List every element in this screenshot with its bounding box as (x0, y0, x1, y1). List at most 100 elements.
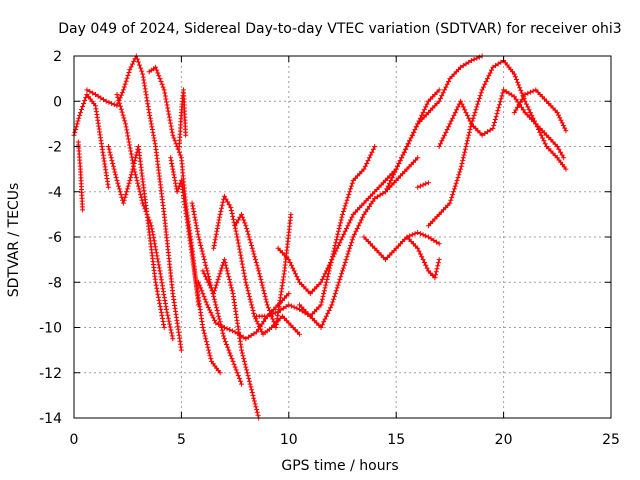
axis-ticks (73, 55, 612, 419)
data-point (454, 107, 460, 113)
data-point (235, 373, 241, 379)
data-point (233, 228, 239, 234)
data-point (264, 313, 270, 319)
data-point (411, 129, 417, 135)
data-point (204, 265, 209, 271)
data-point (216, 274, 222, 280)
data-point (243, 223, 249, 229)
data-point (212, 288, 217, 294)
data-point (177, 152, 183, 158)
data-point (286, 302, 292, 308)
data-point (161, 87, 167, 93)
data-point (254, 409, 260, 415)
data-point (160, 315, 165, 321)
data-point (265, 305, 271, 311)
data-point (331, 293, 337, 299)
data-point (346, 220, 352, 226)
data-point (321, 291, 327, 297)
data-point (258, 276, 264, 282)
data-point (326, 308, 332, 313)
data-point (359, 202, 365, 208)
series-line (277, 55, 483, 295)
data-point (270, 316, 276, 322)
data-point (230, 216, 236, 222)
data-point (217, 211, 223, 217)
data-point (369, 149, 375, 155)
data-point (384, 186, 390, 192)
data-point (337, 276, 343, 282)
data-point (235, 331, 241, 337)
data-point (238, 252, 244, 258)
data-point (474, 55, 480, 61)
data-point (119, 90, 125, 96)
data-point (460, 104, 466, 110)
data-point (200, 268, 206, 274)
data-point (247, 296, 253, 302)
data-point (239, 347, 244, 353)
data-point (221, 325, 227, 330)
data-point (237, 246, 242, 252)
data-point (246, 334, 251, 340)
data-point (155, 259, 161, 265)
data-point (447, 121, 453, 127)
series-s17 (361, 230, 442, 263)
data-point (127, 145, 133, 151)
data-point (434, 214, 440, 220)
data-point (201, 330, 207, 336)
data-point (151, 238, 157, 244)
series-s14 (254, 144, 378, 319)
data-point (340, 211, 345, 217)
data-point (114, 92, 120, 97)
data-point (447, 200, 453, 206)
x-tick-label: 5 (177, 432, 186, 448)
data-point (343, 200, 349, 206)
data-point (283, 304, 289, 310)
data-point (436, 98, 442, 104)
data-point (424, 265, 430, 271)
data-point (115, 180, 121, 186)
data-point (153, 64, 159, 70)
data-point (145, 214, 151, 220)
series-s21 (415, 180, 431, 190)
data-point (288, 211, 294, 217)
data-point (190, 206, 196, 212)
data-point (388, 177, 394, 183)
data-point (335, 231, 341, 237)
data-point (336, 243, 341, 248)
data-point (389, 250, 395, 256)
data-point (241, 270, 247, 276)
data-point (453, 69, 459, 75)
data-point (234, 231, 240, 237)
data-point (347, 189, 353, 195)
data-point (256, 268, 262, 274)
data-point (118, 106, 124, 112)
data-point (321, 319, 327, 325)
data-point (462, 146, 468, 152)
data-point (249, 243, 254, 248)
data-point (155, 256, 161, 262)
data-point (405, 141, 411, 147)
data-point (259, 329, 265, 335)
data-point (195, 231, 201, 237)
data-point (449, 194, 455, 200)
data-point (229, 288, 235, 294)
data-point (213, 282, 219, 288)
data-point (559, 120, 565, 126)
data-point (282, 315, 287, 321)
data-point (124, 186, 130, 192)
data-point (213, 320, 219, 326)
data-point (246, 291, 252, 297)
data-point (249, 245, 255, 251)
data-point (224, 265, 229, 271)
data-point (111, 102, 117, 108)
data-point (420, 182, 426, 188)
data-point (167, 117, 173, 123)
data-point (114, 177, 120, 183)
data-point (241, 217, 247, 223)
data-point (250, 392, 256, 398)
data-point (109, 158, 115, 164)
data-point (108, 155, 114, 161)
data-point (428, 236, 434, 242)
data-point (243, 336, 249, 342)
data-point (496, 105, 502, 111)
